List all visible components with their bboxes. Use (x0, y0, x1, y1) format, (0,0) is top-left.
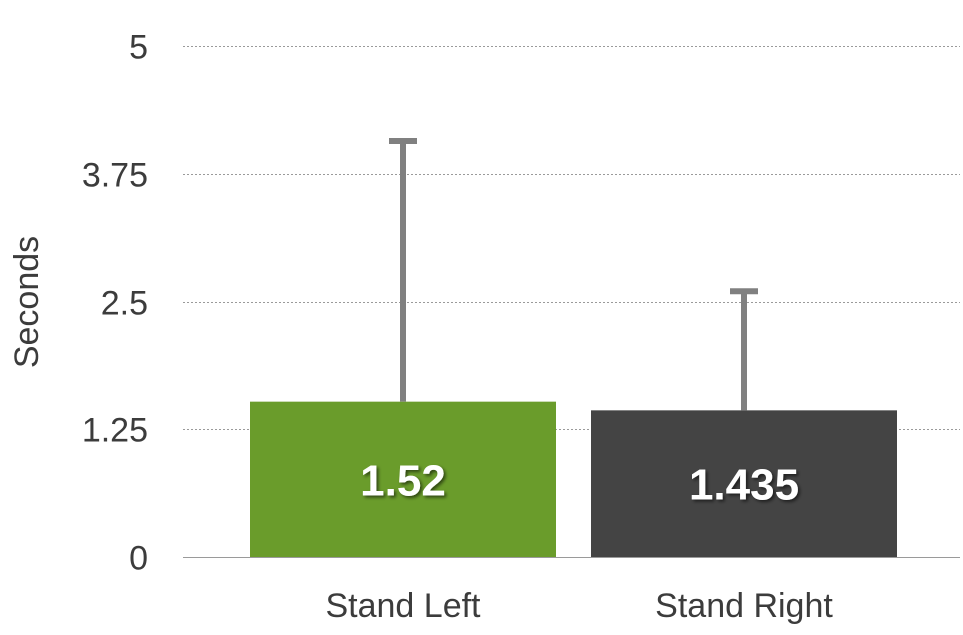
bar-value-label: 1.52 (360, 456, 446, 505)
y-tick-label: 3.75 (82, 157, 148, 195)
gridlines (183, 46, 960, 430)
value-labels: 1.52 1.435 (360, 456, 799, 509)
y-tick-label: 5 (129, 29, 148, 67)
error-bars (389, 138, 758, 411)
x-category-label: Stand Right (655, 587, 833, 625)
bars (250, 401, 897, 557)
bar-value-label: 1.435 (689, 461, 799, 510)
x-axis-categories: Stand Left Stand Right (325, 587, 833, 625)
y-tick-label: 2.5 (101, 285, 148, 323)
y-tick-label: 1.25 (82, 412, 148, 450)
y-tick-label: 0 (129, 540, 148, 578)
y-axis-ticks: 0 1.25 2.5 3.75 5 (82, 29, 148, 578)
y-axis-title: Seconds (8, 236, 46, 368)
bar (591, 410, 897, 557)
x-category-label: Stand Left (325, 587, 481, 625)
bar (250, 401, 556, 557)
